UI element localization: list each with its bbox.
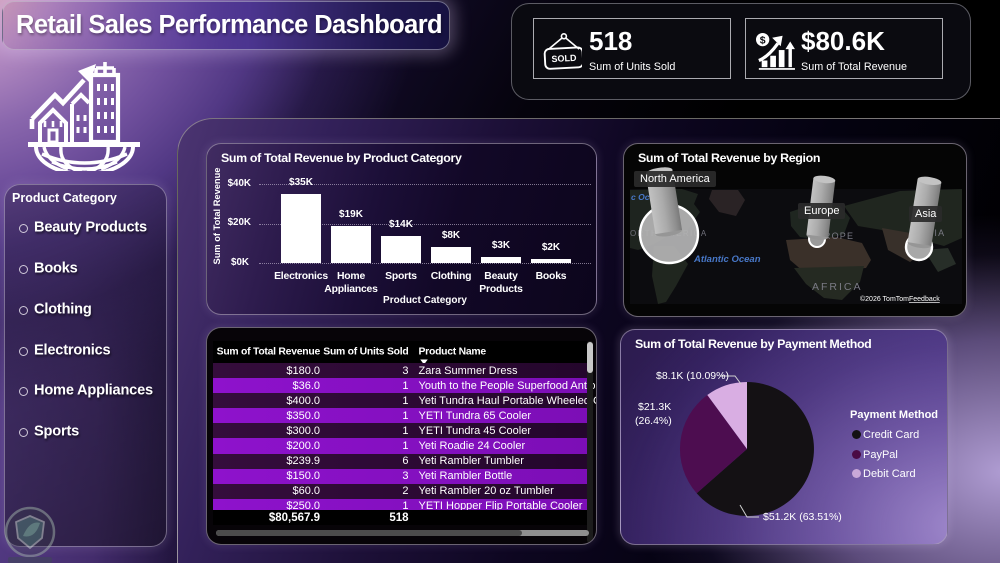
svg-text:Feedback: Feedback [909,296,940,303]
svg-text:SOLD: SOLD [551,53,577,64]
svg-text:AFRICA: AFRICA [812,281,863,293]
svg-text:©2026 TomTom: ©2026 TomTom [860,295,909,303]
svg-text:c Ocean: c Ocean [631,192,664,202]
svg-text:EUROPE: EUROPE [809,231,854,241]
svg-text:$: $ [760,35,766,46]
svg-text:Atlantic Ocean: Atlantic Ocean [693,254,761,265]
